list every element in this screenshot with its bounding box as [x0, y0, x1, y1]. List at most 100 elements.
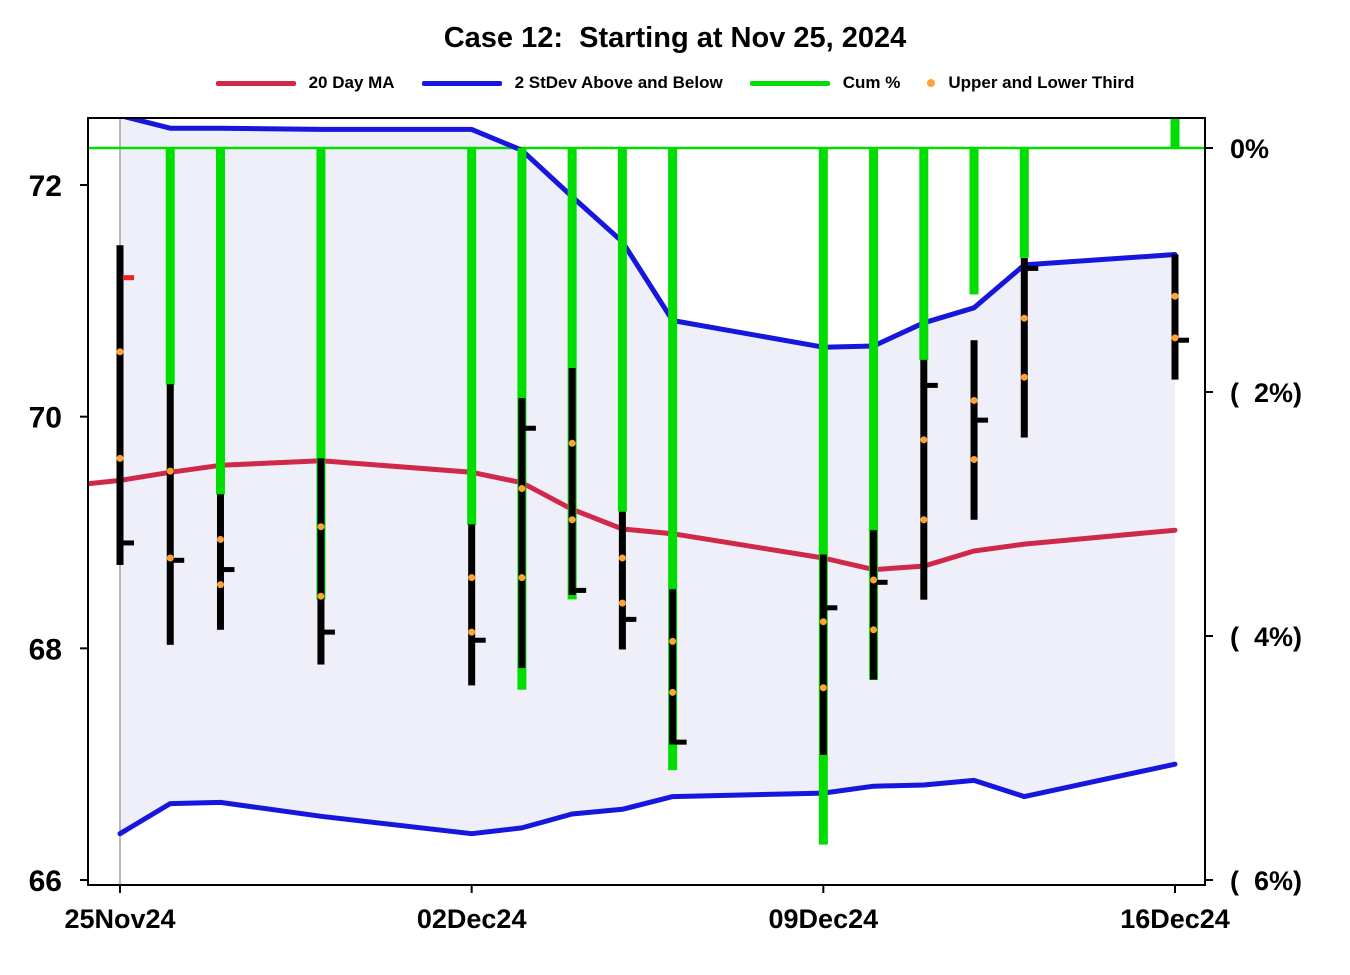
price-axis-label: 68	[29, 633, 62, 666]
upper-third-dot	[317, 523, 325, 531]
close-tick	[625, 616, 637, 622]
legend-label-ma: 20 Day MA	[308, 73, 395, 92]
legend-label-cum-pct: Cum %	[842, 73, 901, 92]
upper-third-dot	[116, 348, 124, 356]
lower-third-dot	[1020, 373, 1028, 381]
day-10Dec24	[869, 148, 888, 680]
close-tick	[926, 382, 938, 388]
plot-frame	[87, 117, 1206, 886]
day-12Dec24	[969, 148, 989, 520]
pct-axis-label: ( 4%)	[1230, 622, 1302, 652]
price-axis-label: 66	[29, 865, 62, 898]
cum-pct-bar	[919, 148, 929, 361]
upper-third-dot	[920, 436, 928, 444]
day-05Dec24	[617, 148, 637, 650]
pct-axis-label: ( 2%)	[1230, 378, 1302, 408]
legend-item-thirds: Upper and Lower Third	[927, 73, 1134, 93]
high-low-bar	[920, 359, 928, 600]
high-low-bar	[618, 511, 626, 650]
pct-axis-label: ( 6%)	[1230, 866, 1302, 896]
legend-item-stdev-band: 2 StDev Above and Below	[421, 73, 723, 93]
price-axis-label: 72	[29, 170, 62, 203]
day-16Dec24	[1170, 118, 1189, 380]
lower-third-dot	[819, 684, 827, 692]
high-low-bar	[518, 398, 526, 669]
legend-label-thirds: Upper and Lower Third	[948, 73, 1135, 92]
day-11Dec24	[919, 148, 938, 600]
date-axis-label: 09Dec24	[769, 904, 879, 934]
chart-title: Case 12: Starting at Nov 25, 2024	[443, 22, 907, 54]
lower-third-dot	[317, 592, 325, 600]
upper-third-dot	[216, 535, 224, 543]
day-02Dec24	[467, 148, 486, 686]
lower-third-dot	[468, 628, 476, 636]
close-tick	[223, 567, 235, 573]
cum-pct-bar	[818, 148, 828, 845]
stdev-line-swatch	[421, 80, 502, 86]
upper-third-dot	[618, 554, 626, 562]
upper-third-dot	[166, 467, 174, 475]
day-03Dec24	[517, 148, 536, 690]
close-tick	[876, 579, 888, 585]
lower-third-dot	[669, 688, 677, 696]
legend-item-20-day-ma: 20 Day MA	[215, 73, 395, 93]
upper-third-dot	[568, 439, 576, 447]
cum-pct-bar	[668, 148, 678, 771]
stdev-lower-line	[117, 761, 1178, 837]
close-tick	[1027, 265, 1039, 271]
day-29Nov24	[316, 148, 335, 665]
lower-third-dot	[116, 454, 124, 462]
ma20-line	[88, 458, 1178, 573]
day-25Nov24	[116, 245, 134, 565]
plot-area	[88, 118, 1205, 885]
upper-third-dot	[669, 637, 677, 645]
cum-pct-bar	[215, 148, 225, 495]
chart-legend: 20 Day MA 2 StDev Above and Below Cum % …	[0, 73, 1350, 93]
cum-pct-bar	[165, 148, 175, 385]
day-27Nov24	[215, 148, 235, 630]
high-low-bar	[1020, 257, 1028, 438]
close-tick	[575, 587, 587, 593]
high-low-bar	[1171, 254, 1179, 380]
close-tick	[1178, 337, 1189, 343]
date-axis-label: 25Nov24	[64, 904, 175, 934]
close-tick	[977, 417, 989, 423]
pct-axis-label: 0%	[1230, 134, 1269, 164]
day-06Dec24	[668, 148, 687, 771]
cum-pct-bar	[1170, 118, 1180, 148]
upper-third-dot	[870, 576, 878, 584]
high-low-bar	[669, 589, 677, 745]
lower-third-dot	[216, 581, 224, 589]
lower-third-dot	[870, 626, 878, 634]
close-tick	[524, 425, 536, 431]
high-low-bar	[568, 368, 576, 596]
date-axis-label: 02Dec24	[417, 904, 527, 934]
upper-third-dot	[518, 484, 526, 492]
cum-pct-bar	[467, 148, 477, 525]
legend-label-stdev: 2 StDev Above and Below	[514, 73, 723, 92]
cum-pct-bar	[969, 148, 979, 295]
lower-third-dot	[518, 574, 526, 582]
lower-third-dot	[1171, 334, 1179, 342]
close-tick	[173, 557, 185, 563]
close-tick	[323, 629, 335, 635]
upper-third-dot	[468, 574, 476, 582]
upper-third-dot	[970, 396, 978, 404]
close-tick	[474, 637, 486, 643]
close-tick	[675, 739, 687, 745]
cum-pct-line-swatch	[749, 80, 830, 86]
high-low-bar	[970, 340, 978, 520]
price-axis-label: 70	[29, 402, 62, 435]
legend-item-cum-pct: Cum %	[749, 73, 901, 93]
high-low-bar	[216, 494, 224, 630]
upper-third-dot	[1171, 292, 1179, 300]
ma-line-swatch	[215, 80, 296, 86]
lower-third-dot	[568, 516, 576, 524]
lower-third-dot	[166, 554, 174, 562]
stdev-band-fill	[120, 118, 1175, 834]
cum-pct-bar	[869, 148, 879, 680]
day-26Nov24	[165, 148, 185, 645]
cum-pct-bar	[617, 148, 627, 512]
close-tick	[826, 605, 838, 611]
